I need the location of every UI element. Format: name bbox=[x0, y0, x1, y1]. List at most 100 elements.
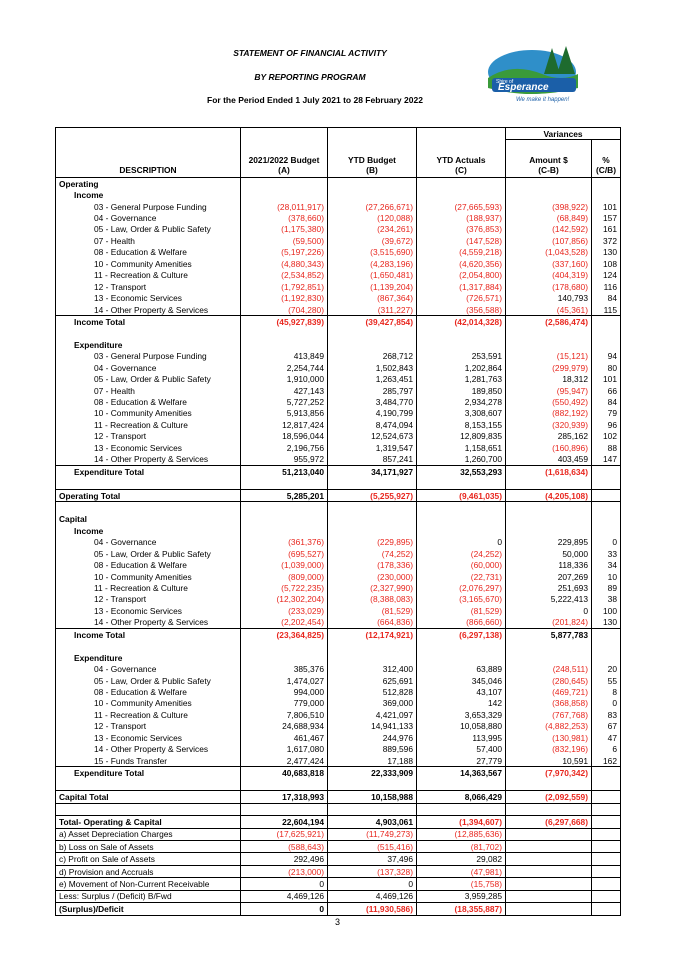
section-label: Income bbox=[55, 189, 241, 201]
value-cell: (178,680) bbox=[505, 280, 592, 293]
table-row: 11 - Recreation & Culture 7,806,510 4,421,… bbox=[55, 709, 621, 721]
label-cell: 12 - Transport bbox=[55, 430, 241, 443]
value-cell: (5,722,235) bbox=[240, 582, 328, 594]
label-cell: Expenditure Total bbox=[55, 464, 241, 478]
value-cell: 4,190,799 bbox=[327, 407, 417, 420]
value-cell: (107,856) bbox=[505, 235, 592, 247]
table-row: b) Loss on Sale of Assets (588,643) (515,4… bbox=[55, 839, 621, 853]
table-row: Income Total (23,364,825) (12,174,921) (6,2… bbox=[55, 628, 621, 641]
value-cell: 889,596 bbox=[327, 743, 417, 755]
value-cell: (201,824) bbox=[505, 616, 592, 629]
value-cell bbox=[505, 889, 592, 903]
label-cell: 11 - Recreation & Culture bbox=[55, 269, 241, 281]
value-cell: 8,474,094 bbox=[327, 419, 417, 431]
value-cell: (248,511) bbox=[505, 663, 592, 675]
variances-header: Variances bbox=[505, 127, 621, 140]
value-cell: 57,400 bbox=[416, 743, 506, 755]
value-cell: 8,153,155 bbox=[416, 419, 506, 431]
value-cell: (59,500) bbox=[240, 235, 328, 247]
value-cell: (469,721) bbox=[505, 686, 592, 698]
value-cell: 345,046 bbox=[416, 674, 506, 687]
value-cell: (17,625,921) bbox=[240, 827, 328, 841]
label-cell: 14 - Other Property & Services bbox=[55, 743, 241, 755]
value-cell bbox=[591, 315, 621, 328]
label-cell: Income Total bbox=[55, 315, 241, 328]
period: For the Period Ended 1 July 2021 to 28 F… bbox=[207, 95, 423, 105]
value-cell: 14,941,133 bbox=[327, 720, 417, 732]
table-row: 14 - Other Property & Services 955,972 857… bbox=[55, 453, 621, 466]
value-cell: 101 bbox=[591, 200, 621, 213]
table-row: Income Total (45,927,839) (39,427,854) (42,… bbox=[55, 315, 621, 328]
value-cell: (15,758) bbox=[416, 877, 506, 891]
value-cell: (866,660) bbox=[416, 616, 506, 629]
value-cell: (81,529) bbox=[416, 605, 506, 617]
value-cell bbox=[416, 477, 506, 490]
value-cell: (809,000) bbox=[240, 570, 328, 583]
value-cell: 89 bbox=[591, 582, 621, 594]
logo-line1: Shire of bbox=[496, 79, 514, 85]
value-cell: 0 bbox=[240, 877, 328, 891]
value-cell bbox=[327, 477, 417, 490]
value-cell: (60,000) bbox=[416, 559, 506, 571]
value-cell: (704,280) bbox=[240, 303, 328, 316]
value-cell bbox=[591, 464, 621, 478]
value-cell: 130 bbox=[591, 616, 621, 629]
table-row: 12 - Transport (1,792,851) (1,139,204) (1,3… bbox=[55, 280, 621, 293]
table-row: 11 - Recreation & Culture 12,817,424 8,474… bbox=[55, 419, 621, 431]
label-cell: 12 - Transport bbox=[55, 720, 241, 732]
table-row: d) Provision and Accruals (213,000) (137,3… bbox=[55, 864, 621, 878]
value-cell: (137,328) bbox=[327, 864, 417, 878]
value-cell: 625,691 bbox=[327, 674, 417, 687]
table-row: 10 - Community Amenities (4,880,343) (4,28… bbox=[55, 258, 621, 270]
label-cell: 08 - Education & Welfare bbox=[55, 246, 241, 259]
value-cell: (160,896) bbox=[505, 442, 592, 454]
value-cell: (664,836) bbox=[327, 616, 417, 629]
value-cell: 955,972 bbox=[240, 453, 328, 466]
section-label: Income bbox=[55, 525, 241, 537]
logo-tagline: We make it happen! bbox=[516, 97, 570, 103]
label-cell bbox=[55, 327, 241, 340]
value-cell: (47,981) bbox=[416, 864, 506, 878]
value-cell: 189,850 bbox=[416, 384, 506, 397]
value-cell: 5,285,201 bbox=[240, 488, 328, 503]
value-cell: 102 bbox=[591, 430, 621, 443]
value-cell bbox=[505, 877, 592, 891]
table-row: 08 - Education & Welfare 994,000 512,828 43… bbox=[55, 686, 621, 698]
value-cell bbox=[416, 525, 506, 537]
value-cell bbox=[591, 488, 621, 503]
value-cell: 0 bbox=[327, 877, 417, 891]
value-cell bbox=[416, 803, 506, 816]
value-cell: 80 bbox=[591, 362, 621, 374]
value-cell bbox=[591, 327, 621, 340]
column-sub: (C) bbox=[455, 165, 467, 175]
value-cell: (95,947) bbox=[505, 384, 592, 397]
column-label: 2021/2022 Budget bbox=[248, 155, 320, 165]
value-cell: (9,461,035) bbox=[416, 488, 506, 503]
value-cell bbox=[505, 827, 592, 841]
value-cell bbox=[591, 525, 621, 537]
table-row: Less: Surplus / (Deficit) B/Fwd 4,469,126… bbox=[55, 889, 621, 903]
table-row: Expenditure bbox=[55, 651, 621, 664]
value-cell bbox=[327, 513, 417, 526]
value-cell: (378,660) bbox=[240, 212, 328, 224]
value-cell: (726,571) bbox=[416, 292, 506, 304]
value-cell bbox=[591, 778, 621, 791]
value-cell bbox=[240, 189, 328, 201]
value-cell: (147,528) bbox=[416, 235, 506, 247]
value-cell: 100 bbox=[591, 605, 621, 617]
label-cell: 15 - Funds Transfer bbox=[55, 754, 241, 767]
label-cell bbox=[55, 778, 241, 791]
value-cell: 2,934,278 bbox=[416, 396, 506, 408]
table-row: (Surplus)/Deficit 0 (11,930,586) (18,355,88… bbox=[55, 902, 621, 916]
value-cell bbox=[416, 177, 506, 190]
table-row: 13 - Economic Services (1,192,830) (867,36… bbox=[55, 292, 621, 304]
section-label: Operating bbox=[55, 177, 241, 190]
label-cell: c) Profit on Sale of Assets bbox=[55, 852, 241, 866]
value-cell bbox=[327, 327, 417, 340]
value-cell: 244,976 bbox=[327, 732, 417, 744]
value-cell: 47 bbox=[591, 732, 621, 744]
value-cell: (27,665,593) bbox=[416, 200, 506, 213]
table-row: 12 - Transport 24,688,934 14,941,133 10,058… bbox=[55, 720, 621, 732]
label-cell: 13 - Economic Services bbox=[55, 605, 241, 617]
label-cell: 04 - Governance bbox=[55, 663, 241, 675]
